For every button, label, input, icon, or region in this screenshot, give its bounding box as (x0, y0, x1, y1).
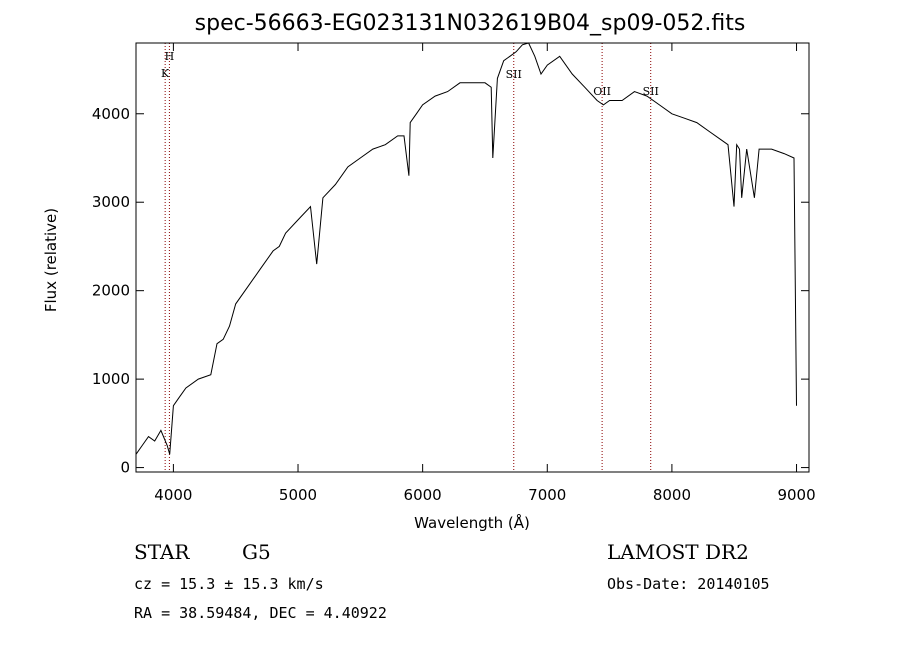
y-tick-label: 4000 (92, 105, 130, 123)
coordinates-text: RA = 38.59484, DEC = 4.40922 (134, 604, 387, 622)
y-axis: 0 1000 2000 3000 4000 (92, 105, 809, 477)
object-type: STAR (134, 540, 190, 564)
survey-name: LAMOST DR2 (607, 540, 749, 564)
plot-frame (135, 42, 810, 473)
spectral-line-label: OII (593, 85, 611, 98)
spectral-line-label: H (165, 50, 175, 63)
y-tick-label: 3000 (92, 193, 130, 211)
y-tick-label: 0 (120, 459, 130, 477)
spectral-subclass: G5 (242, 540, 271, 564)
x-tick-label: 8000 (653, 486, 691, 504)
observation-date: Obs-Date: 20140105 (607, 575, 770, 593)
chart-title: spec-56663-EG023131N032619B04_sp09-052.f… (195, 11, 746, 36)
x-tick-label: 4000 (154, 486, 192, 504)
spectral-line-label: SII (643, 85, 659, 98)
x-tick-label: 9000 (777, 486, 815, 504)
spectral-line-label: SII (506, 68, 522, 81)
x-axis-label: Wavelength (Å) (414, 513, 530, 532)
x-tick-label: 7000 (528, 486, 566, 504)
y-tick-label: 2000 (92, 282, 130, 300)
flux-series-line (135, 42, 797, 455)
spectral-line-label: K (161, 67, 170, 80)
redshift-text: cz = 15.3 ± 15.3 km/s (134, 575, 324, 593)
x-tick-label: 5000 (279, 486, 317, 504)
spectral-line-markers: HK SII OII SII (161, 43, 659, 472)
x-tick-label: 6000 (404, 486, 442, 504)
y-tick-label: 1000 (92, 370, 130, 388)
x-axis: 4000 5000 6000 7000 8000 9000 (154, 43, 816, 504)
y-axis-label: Flux (relative) (42, 208, 60, 312)
